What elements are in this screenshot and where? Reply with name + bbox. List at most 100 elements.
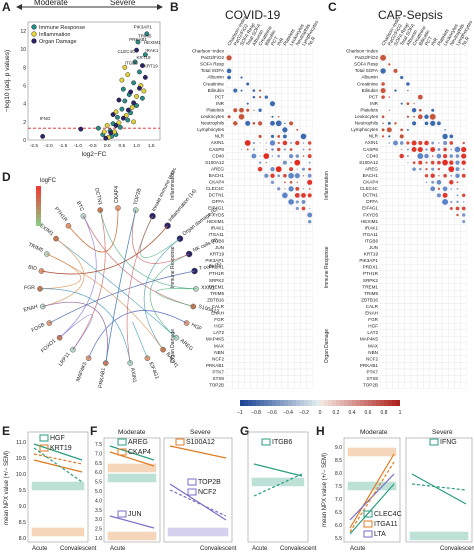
- heatmap-cell: [306, 80, 313, 88]
- heatmap-cell: [287, 93, 295, 101]
- heatmap-cell: [263, 126, 270, 134]
- heatmap-cell: [441, 165, 449, 173]
- heatmap-cell: [398, 368, 405, 376]
- logfc-swatch: [36, 222, 41, 226]
- legend-label: IFNG: [440, 439, 457, 446]
- heatmap-cell: [287, 270, 295, 278]
- heatmap-cell: [454, 296, 461, 304]
- row-label: CASP8: [363, 147, 379, 152]
- heatmap-cell: [417, 185, 424, 193]
- heatmap-cell: [287, 224, 295, 232]
- heatmap-cell: [454, 355, 461, 363]
- heatmap-cell: [300, 113, 307, 121]
- heatmap-cell: [238, 290, 245, 298]
- heatmap-cell: [398, 198, 405, 206]
- heatmap-cell: [275, 80, 282, 88]
- heatmap-cell: [232, 47, 239, 55]
- heatmap-cell: [392, 205, 399, 212]
- heatmap-cell: [454, 67, 461, 75]
- heatmap-cell: [256, 47, 264, 55]
- heatmap-cell: [256, 349, 264, 356]
- heatmap-cell: [294, 303, 301, 311]
- series-line: [33, 443, 83, 461]
- row-label: Charlson−index: [192, 49, 225, 54]
- heatmap-cell: [281, 106, 289, 114]
- correlation-dot: [227, 115, 231, 119]
- heatmap-cell: [441, 349, 449, 356]
- heatmap-cell: [287, 191, 295, 199]
- data-point: [115, 114, 120, 120]
- row-label: INR: [216, 101, 225, 106]
- heatmap-cell: [410, 290, 418, 298]
- heatmap-cell: [269, 205, 276, 212]
- heatmap-cell: [244, 165, 251, 173]
- logfc-swatch: [36, 206, 41, 210]
- heatmap-cell: [386, 303, 393, 311]
- row-label: LAT2: [367, 330, 378, 335]
- heatmap-cell: [435, 211, 443, 219]
- heatmap-cell: [232, 336, 239, 343]
- row-label: IRAK1: [211, 225, 225, 230]
- heatmap-cell: [244, 67, 251, 75]
- heatmap-cell: [275, 211, 282, 219]
- heatmap-cell: [300, 290, 307, 298]
- correlation-dot: [430, 186, 436, 192]
- column-header: PCT: [424, 36, 434, 47]
- heatmap-cell: [244, 290, 251, 298]
- heatmap-cell: [238, 100, 245, 108]
- heatmap-cell: [250, 165, 258, 173]
- heatmap-cell: [256, 172, 264, 180]
- heatmap-cell: [232, 244, 239, 252]
- heatmap-cell: [429, 342, 436, 350]
- heatmap-cell: [269, 368, 276, 376]
- heatmap-cell: [460, 113, 467, 121]
- heatmap-cell: [435, 303, 443, 311]
- heatmap-cell: [386, 381, 393, 389]
- heatmap-cell: [250, 191, 258, 199]
- group-label: Inflammation: [324, 171, 330, 200]
- heatmap-cell: [454, 126, 461, 134]
- heatmap-cell: [232, 381, 239, 389]
- correlation-dot: [461, 206, 466, 211]
- correlation-dot: [431, 167, 435, 171]
- data-point: [116, 120, 122, 126]
- heatmap-cell: [238, 309, 245, 317]
- heatmap-cell: [392, 191, 399, 199]
- colorbar-swatch: [280, 400, 284, 406]
- heatmap-cell: [232, 362, 239, 370]
- heatmap-cell: [448, 362, 455, 370]
- correlation-dot: [394, 122, 397, 125]
- heatmap-cell: [454, 218, 461, 226]
- heatmap-cell: [392, 218, 399, 226]
- heatmap-cell: [417, 80, 424, 88]
- heatmap-cell: [275, 231, 282, 239]
- y-tick-label: 8.0: [19, 536, 26, 542]
- heatmap-cell: [225, 119, 233, 127]
- y-axis-label: mean NPX value (+/− SEM): [322, 453, 328, 527]
- heatmap-cell: [404, 172, 412, 180]
- heatmap-cell: [225, 106, 233, 114]
- correlation-dot: [443, 173, 447, 178]
- heatmap-cell: [275, 244, 282, 252]
- heatmap-cell: [448, 375, 455, 383]
- heatmap-cell: [398, 290, 405, 298]
- heatmap-cell: [454, 336, 461, 343]
- heatmap-cell: [269, 263, 276, 271]
- x-tick-label: -1.0: [74, 143, 83, 149]
- y-tick-label: 10.0: [16, 472, 26, 478]
- colorbar-swatch: [356, 400, 360, 406]
- heatmap-cell: [398, 159, 405, 167]
- y-tick-label: 0: [23, 138, 26, 144]
- heatmap-cell: [275, 60, 282, 68]
- correlation-dot: [269, 140, 276, 146]
- heatmap-cell: [441, 113, 449, 121]
- row-label: CLEC4C: [360, 186, 379, 191]
- plot-frame: [405, 437, 473, 543]
- heatmap-cell: [263, 322, 270, 330]
- heatmap-cell: [454, 309, 461, 317]
- gene-label: KRT19: [137, 55, 151, 60]
- heatmap-cell: [256, 60, 264, 68]
- correlation-dot: [282, 134, 287, 139]
- correlation-dot: [400, 102, 403, 105]
